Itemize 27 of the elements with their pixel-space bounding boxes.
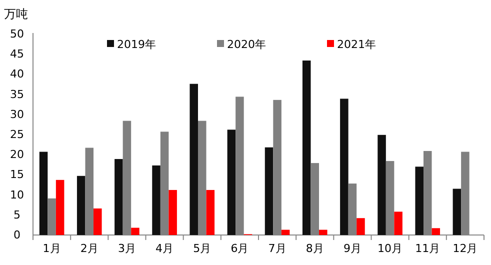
ylabel: 万吨 [4, 7, 28, 21]
x-tick-label: 9月 [343, 242, 362, 255]
y-tick-label: 40 [10, 68, 24, 81]
x-tick-label: 3月 [118, 242, 136, 255]
y-tick-label: 5 [14, 208, 20, 222]
y-tick-label: 45 [10, 48, 24, 61]
y-tick-label: 35 [10, 88, 24, 101]
y-tick-label: 25 [10, 128, 24, 141]
x-tick-label: 8月 [306, 242, 324, 255]
y-tick-label: 50 [10, 28, 24, 40]
x-tick-label: 2月 [80, 242, 98, 255]
y-tick-label: 30 [10, 108, 24, 121]
x-tick-label: 7月 [268, 242, 286, 255]
x-tick-label: 1月 [42, 242, 61, 255]
x-tick-label: 11月 [415, 242, 440, 255]
x-tick-label: 10月 [378, 242, 403, 255]
legend-label: 2021年 [337, 38, 376, 51]
x-tick-label: 12月 [452, 242, 478, 255]
y-tick-label: 20 [10, 148, 24, 162]
y-tick-label: 15 [10, 168, 24, 182]
y-tick-label: 0 [14, 228, 20, 242]
x-tick-label: 5月 [193, 242, 212, 255]
y-tick-label: 10 [10, 188, 24, 202]
x-tick-label: 4月 [156, 242, 174, 255]
x-tick-label: 6月 [230, 242, 249, 255]
legend-label: 2019年 [117, 38, 156, 51]
legend-label: 2020年 [227, 38, 266, 51]
